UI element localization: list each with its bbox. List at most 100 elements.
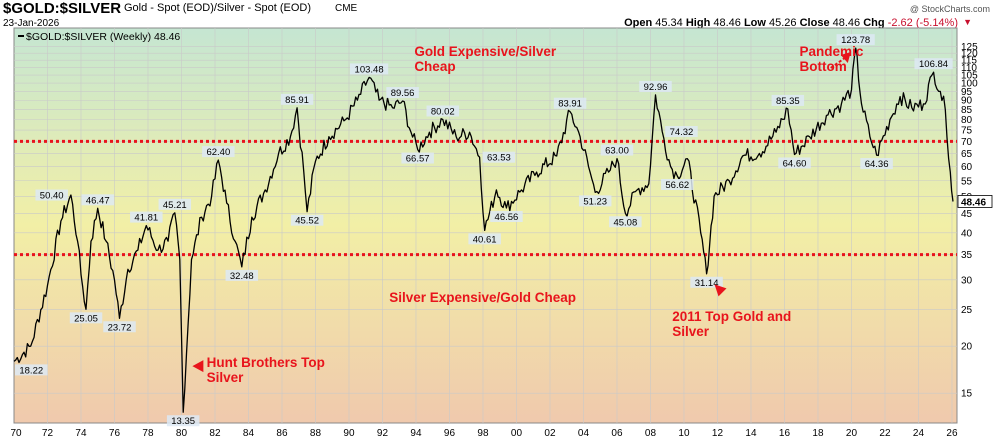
x-tick-label: 08 xyxy=(645,428,657,439)
value-label-box xyxy=(69,312,103,324)
x-tick-label: 94 xyxy=(410,428,422,439)
value-label-box xyxy=(778,157,811,169)
y-tick-label: 110 xyxy=(961,63,977,74)
low-value: 45.26 xyxy=(769,17,797,29)
x-tick-label: 80 xyxy=(176,428,188,439)
value-label-box xyxy=(15,364,48,376)
annotation-text: Gold Expensive/Silver Cheap xyxy=(414,44,557,74)
y-tick-label: 115 xyxy=(961,56,977,67)
close-value: 48.46 xyxy=(832,17,861,29)
y-tick-label: 35 xyxy=(961,250,973,261)
y-tick-label: 105 xyxy=(961,71,978,82)
x-tick-label: 16 xyxy=(779,428,791,439)
y-tick-label: 25 xyxy=(961,305,973,316)
value-label: 85.35 xyxy=(776,96,800,107)
value-label: 31.14 xyxy=(695,278,719,289)
x-tick-label: 82 xyxy=(209,428,221,439)
x-tick-label: 02 xyxy=(544,428,556,439)
value-label-box xyxy=(609,216,642,228)
value-label-box xyxy=(914,58,953,70)
value-label: 50.40 xyxy=(40,191,64,202)
value-label: 40.61 xyxy=(473,234,497,245)
value-label: 64.36 xyxy=(865,159,889,170)
value-label-box xyxy=(158,198,192,210)
value-label: 45.52 xyxy=(295,216,319,227)
annotation-text: Hunt Brothers Top Silver xyxy=(207,355,325,385)
annotation-text: 2011 Top Gold and Silver xyxy=(672,309,791,339)
value-label-box xyxy=(690,276,723,288)
exchange-label: CME xyxy=(335,3,358,14)
arrow-icon xyxy=(840,51,851,63)
x-tick-label: 04 xyxy=(578,428,590,439)
chg-down-icon: ▼ xyxy=(963,17,972,27)
x-tick-label: 90 xyxy=(343,428,355,439)
x-tick-label: 74 xyxy=(75,428,87,439)
value-label-box xyxy=(290,214,324,226)
annotation-text: Silver Expensive/Gold Cheap xyxy=(389,290,576,305)
value-label-box xyxy=(35,189,68,201)
arrow-line xyxy=(830,57,846,69)
value-label-box xyxy=(166,415,200,427)
high-label: High xyxy=(685,17,711,29)
value-label-box xyxy=(665,126,698,138)
x-tick-label: 06 xyxy=(611,428,623,439)
value-label-box xyxy=(468,233,501,245)
value-label-box xyxy=(836,34,875,46)
value-label-box xyxy=(202,146,235,158)
open-value: 45.34 xyxy=(655,17,683,29)
value-label: 92.96 xyxy=(644,82,668,93)
value-label-box xyxy=(860,158,893,170)
x-tick-label: 84 xyxy=(243,428,255,439)
arrow-icon xyxy=(714,284,727,297)
x-tick-label: 24 xyxy=(913,428,925,439)
value-label: 18.22 xyxy=(19,365,43,376)
value-label-box xyxy=(639,80,672,92)
value-label: 62.40 xyxy=(206,147,230,158)
chart-date: 23-Jan-2026 xyxy=(3,18,60,29)
value-label: 63.00 xyxy=(605,146,629,157)
y-tick-label: 30 xyxy=(961,275,973,286)
chg-label: Chg xyxy=(863,17,885,29)
value-label: 64.60 xyxy=(783,158,807,169)
value-label: 25.05 xyxy=(74,313,98,324)
x-tick-label: 98 xyxy=(477,428,489,439)
value-label-box xyxy=(386,87,419,99)
y-tick-label: 95 xyxy=(961,87,973,98)
value-label: 45.08 xyxy=(613,217,637,228)
value-label-box xyxy=(130,211,163,223)
value-label: 46.47 xyxy=(86,195,110,206)
value-label-box xyxy=(349,63,389,75)
last-value-box xyxy=(957,195,993,208)
x-tick-label: 70 xyxy=(10,428,22,439)
value-label: 63.53 xyxy=(487,153,511,164)
y-tick-label: 20 xyxy=(961,342,973,353)
x-tick-label: 22 xyxy=(879,428,891,439)
y-tick-label: 40 xyxy=(961,228,973,239)
value-label-box xyxy=(81,194,114,206)
y-tick-label: 90 xyxy=(961,96,973,107)
price-series-line xyxy=(13,47,954,413)
value-label: 66.57 xyxy=(406,154,430,165)
value-label-box xyxy=(280,93,314,105)
ohlc-readout: Open 45.34 High 48.46 Low 45.26 Close 48… xyxy=(624,17,958,29)
last-value-label: 48.46 xyxy=(961,197,986,208)
value-label: 23.72 xyxy=(108,322,132,333)
x-tick-label: 12 xyxy=(712,428,724,439)
value-label-box xyxy=(225,269,259,281)
value-label-box xyxy=(771,94,805,106)
x-tick-label: 96 xyxy=(444,428,456,439)
value-label-box xyxy=(401,152,434,164)
value-label: 45.21 xyxy=(163,200,187,211)
value-label-box xyxy=(600,144,634,156)
chart-symbol: $GOLD:$SILVER xyxy=(3,0,122,17)
y-tick-label: 80 xyxy=(961,115,973,126)
value-label: 106.84 xyxy=(919,59,948,70)
y-tick-label: 60 xyxy=(961,162,973,173)
value-label: 80.02 xyxy=(431,106,455,117)
value-label-box xyxy=(661,179,694,191)
value-label: 51.23 xyxy=(583,196,607,207)
x-tick-label: 78 xyxy=(142,428,154,439)
watermark: @ StockCharts.com xyxy=(909,4,990,14)
value-label: 85.91 xyxy=(285,95,309,106)
x-tick-label: 26 xyxy=(946,428,958,439)
